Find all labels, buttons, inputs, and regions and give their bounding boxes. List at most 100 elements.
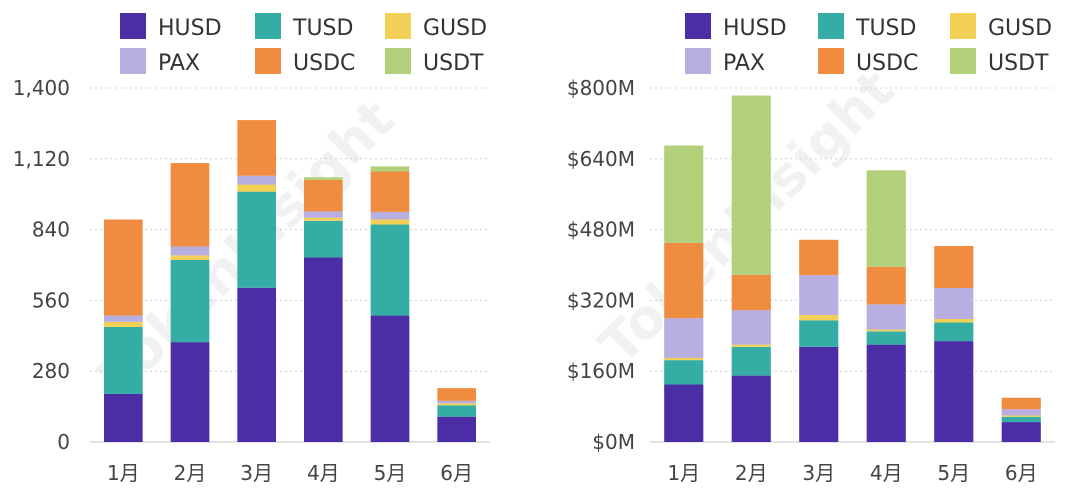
bar-segment-usdc — [104, 219, 143, 316]
bar-segment-pax — [304, 211, 343, 218]
y-tick-label: 1,120 — [13, 147, 70, 171]
legend-item-usdt: USDT — [950, 48, 1049, 76]
bar-segment-pax — [664, 318, 704, 358]
legend-label: HUSD — [158, 16, 222, 41]
bar-segment-tusd — [731, 346, 771, 376]
legend-label: USDT — [988, 51, 1049, 76]
bar-segment-tusd — [934, 322, 974, 342]
legend-swatch — [385, 13, 411, 39]
bar-segment-tusd — [237, 191, 276, 288]
x-tick-label: 6月 — [1005, 461, 1038, 485]
legend-label: USDT — [423, 51, 484, 76]
bar-segment-husd — [1001, 422, 1041, 442]
y-tick-label: 1,400 — [13, 76, 70, 100]
bar-segment-gusd — [731, 344, 771, 347]
bar-segment-tusd — [866, 331, 906, 345]
x-tick-label: 1月 — [667, 461, 700, 485]
legend-swatch — [685, 48, 711, 74]
legend-swatch — [120, 13, 146, 39]
bar-segment-tusd — [304, 220, 343, 258]
legend-item-gusd: GUSD — [385, 13, 487, 41]
legend-swatch — [685, 13, 711, 39]
bar-segment-usdc — [370, 171, 410, 212]
y-tick-label: $800M — [567, 76, 635, 100]
bar-segment-usdc — [799, 239, 839, 276]
legend-swatch — [950, 13, 976, 39]
bar-segment-gusd — [799, 315, 839, 321]
y-tick-label: 280 — [32, 359, 70, 383]
y-tick-label: 0 — [57, 430, 70, 454]
bar-segment-husd — [104, 393, 143, 442]
legend-label: HUSD — [723, 16, 787, 41]
legend-item-husd: HUSD — [685, 13, 787, 41]
bar-segment-usdt — [664, 145, 704, 243]
watermark-layer: TokenInsightTokenInsight — [87, 57, 906, 406]
legend-swatch — [818, 13, 844, 39]
bar-segment-husd — [370, 315, 410, 442]
legend-label: USDC — [856, 51, 918, 76]
bar-segment-pax — [237, 175, 276, 185]
bar-segment-gusd — [104, 321, 143, 327]
y-tick-label: $640M — [567, 147, 635, 171]
x-tick-label: 3月 — [240, 461, 273, 485]
bar-segment-usdc — [866, 266, 906, 305]
legend-label: USDC — [293, 51, 355, 76]
bar-segment-tusd — [1001, 416, 1041, 423]
bar-segment-husd — [934, 341, 974, 442]
x-tick-label: 4月 — [870, 461, 903, 485]
x-tick-label: 5月 — [937, 461, 970, 485]
bar-segment-gusd — [866, 329, 906, 332]
legend-swatch — [950, 48, 976, 74]
y-tick-label: $160M — [567, 359, 635, 383]
bar-segment-usdt — [370, 166, 410, 172]
right-chart: HUSD TUSD GUSD PAX USDC USDT $0M $160M $320M $480… — [567, 13, 1055, 485]
bar-segment-gusd — [664, 357, 704, 361]
bar-segment-usdt — [731, 95, 771, 275]
legend-swatch — [255, 13, 281, 39]
bar-segment-gusd — [1001, 415, 1041, 417]
bar-segment-pax — [934, 288, 974, 319]
bar-segment-usdc — [304, 179, 343, 212]
bar-segment-pax — [731, 310, 771, 345]
bar-segment-usdc — [1001, 397, 1041, 410]
bar-segment-usdc — [731, 274, 771, 311]
bar-segment-gusd — [237, 184, 276, 192]
legend-item-pax: PAX — [685, 48, 765, 76]
x-tick-label: 2月 — [735, 461, 768, 485]
bar-segment-husd — [304, 257, 343, 442]
bar-segment-pax — [437, 400, 476, 404]
legend-swatch — [120, 48, 146, 74]
left-chart: HUSD TUSD GUSD PAX USDC USDT 0 280 560 840 1,120 1,… — [13, 13, 490, 485]
y-tick-label: $480M — [567, 218, 635, 242]
legend-swatch — [818, 48, 844, 74]
bar-segment-pax — [104, 315, 143, 322]
y-tick-label: $320M — [567, 288, 635, 312]
x-tick-label: 4月 — [307, 461, 340, 485]
bar-segment-usdc — [170, 163, 210, 247]
bar-segment-tusd — [437, 405, 476, 417]
bar-segment-gusd — [370, 219, 410, 225]
bar-segment-usdc — [664, 242, 704, 319]
legend-item-husd: HUSD — [120, 13, 222, 41]
bar-segment-pax — [370, 211, 410, 220]
bar-segment-pax — [866, 304, 906, 330]
bar-segment-husd — [731, 375, 771, 442]
bar-segment-tusd — [799, 320, 839, 347]
legend-item-tusd: TUSD — [818, 13, 916, 41]
bar-segment-usdt — [866, 170, 906, 267]
bar-segment-usdt — [304, 177, 343, 180]
legend-item-usdc: USDC — [255, 48, 355, 76]
bar-segment-gusd — [437, 403, 476, 406]
x-tick-label: 6月 — [440, 461, 473, 485]
y-tick-label: 560 — [32, 288, 70, 312]
bar-segment-usdc — [237, 120, 276, 176]
bar-segment-husd — [866, 344, 906, 442]
bar-segment-husd — [170, 342, 210, 442]
x-tick-label: 1月 — [107, 461, 140, 485]
bar-segment-pax — [170, 246, 210, 256]
legend-swatch — [385, 48, 411, 74]
bar-segment-gusd — [934, 318, 974, 323]
x-tick-label: 3月 — [802, 461, 835, 485]
legend-label: GUSD — [988, 16, 1052, 41]
